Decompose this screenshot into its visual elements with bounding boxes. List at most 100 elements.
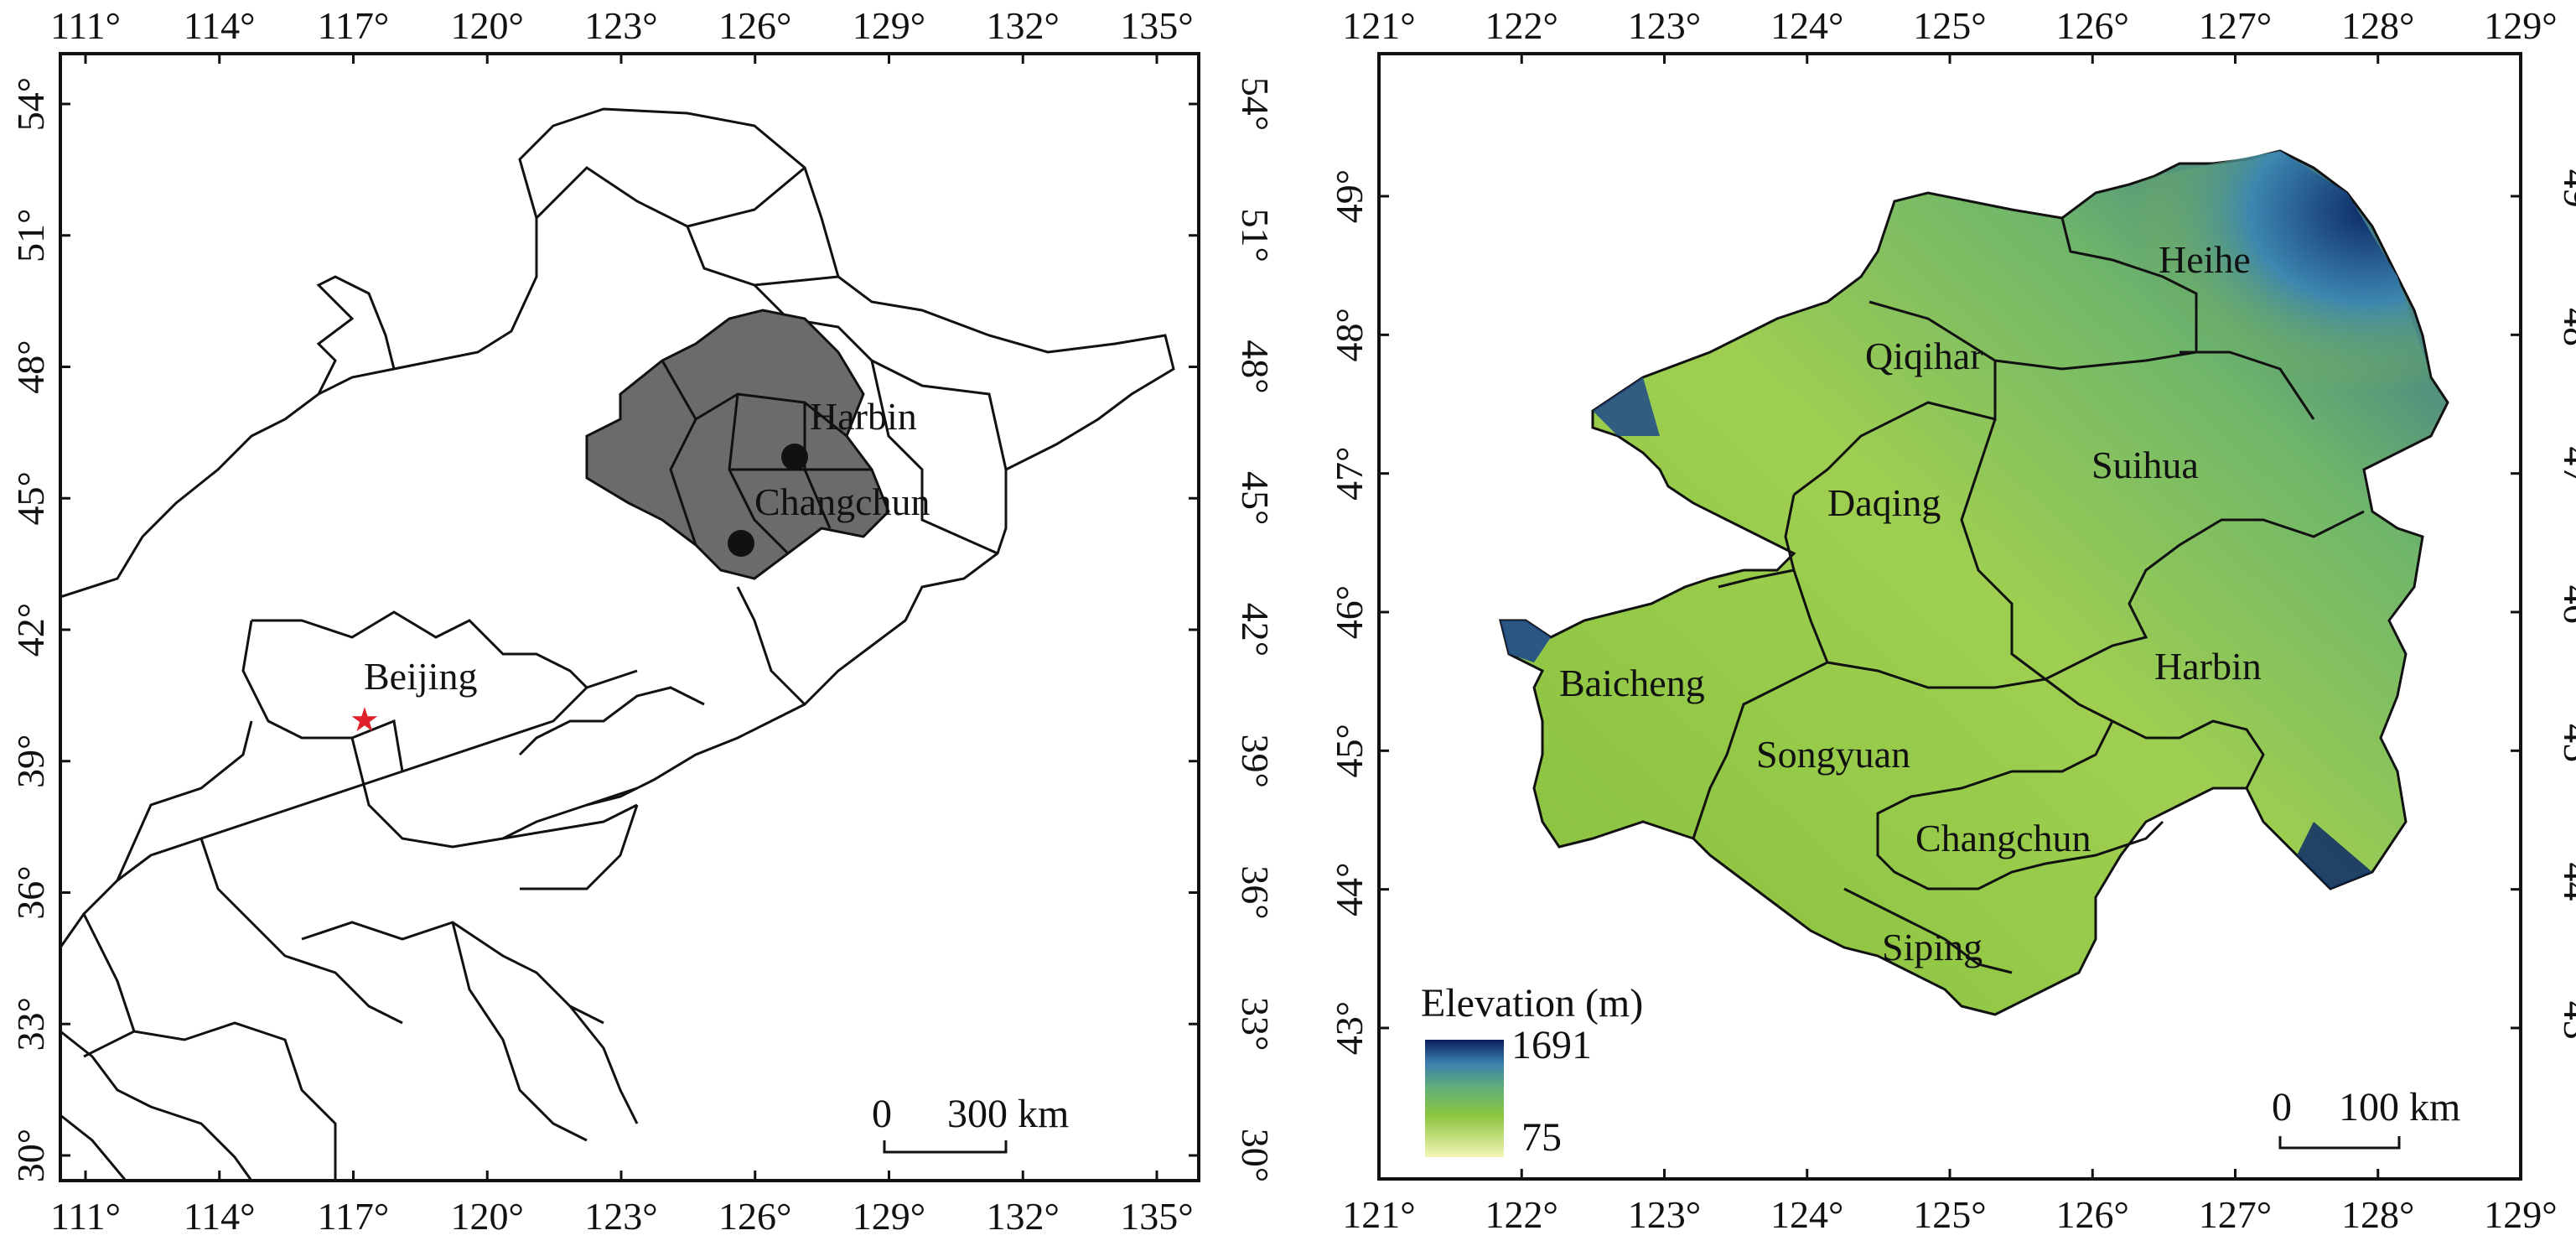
study-left-lat-tick: 44° <box>1328 862 1371 916</box>
overview-left-lat-tick: 30° <box>9 1129 52 1182</box>
overview-left-lat-tick: 39° <box>9 735 52 788</box>
overview-top-lon-tick: 123° <box>584 4 657 47</box>
study-right-lat-tick: 49° <box>2556 169 2576 223</box>
study-top-lon-tick: 126° <box>2056 4 2129 47</box>
overview-bottom-lon-tick: 132° <box>987 1195 1060 1238</box>
overview-bottom-lon-tick: 114° <box>184 1195 256 1238</box>
study-area <box>585 309 890 580</box>
overview-top-lon-tick: 117° <box>318 4 390 47</box>
study-right-lat-tick: 45° <box>2556 724 2576 777</box>
overview-right-lat-tick: 30° <box>1234 1129 1277 1182</box>
overview-top-lon-tick: 126° <box>718 4 791 47</box>
region-label-songyuan: Songyuan <box>1756 733 1910 776</box>
study-area-map: Heihe Qiqihar Suihua Daqing Baicheng Har… <box>1328 4 2576 1236</box>
overview-bottom-lon-tick: 135° <box>1120 1195 1193 1238</box>
study-top-lon-tick: 124° <box>1770 4 1843 47</box>
beijing-star-icon: ★ <box>350 701 380 739</box>
study-scale-start: 0 <box>2272 1085 2292 1129</box>
study-left-lat-tick: 48° <box>1328 308 1371 361</box>
city-label-changchun: Changchun <box>754 480 930 523</box>
study-left-lat-tick: 43° <box>1328 1001 1371 1055</box>
study-right-lat-tick: 43° <box>2556 1001 2576 1055</box>
overview-bottom-lon-tick: 120° <box>451 1195 524 1238</box>
study-bottom-lon-tick: 128° <box>2341 1193 2414 1236</box>
overview-top-lon-tick: 114° <box>184 4 256 47</box>
region-label-harbin: Harbin <box>2154 645 2262 688</box>
overview-left-lat-tick: 42° <box>9 603 52 657</box>
overview-bottom-lon-tick: 111° <box>50 1195 121 1238</box>
study-bottom-lon-tick: 127° <box>2199 1193 2272 1236</box>
region-label-baicheng: Baicheng <box>1559 662 1705 704</box>
region-boundaries <box>1692 217 2365 974</box>
study-top-lon-tick: 125° <box>1913 4 1986 47</box>
study-bottom-lon-tick: 126° <box>2056 1193 2129 1236</box>
study-top-lon-tick: 128° <box>2341 4 2414 47</box>
study-bottom-lon-tick: 124° <box>1770 1193 1843 1236</box>
study-left-lat-tick: 49° <box>1328 169 1371 223</box>
study-top-lon-tick: 121° <box>1342 4 1415 47</box>
overview-top-lon-tick: 135° <box>1120 4 1193 47</box>
overview-right-lat-tick: 45° <box>1234 471 1277 525</box>
legend-title: Elevation (m) <box>1421 981 1643 1025</box>
overview-bottom-lon-tick: 126° <box>718 1195 791 1238</box>
study-bottom-lon-tick: 123° <box>1628 1193 1701 1236</box>
overview-frame <box>59 52 1200 1182</box>
overview-axis-ticks: 111° 111° 114° 114° 117° 117° 120° 120° 123° 123°… <box>9 4 1277 1238</box>
overview-map: Harbin Changchun ★ Beijing 0 300 km 111°… <box>9 4 1277 1238</box>
study-right-lat-tick: 46° <box>2556 585 2576 639</box>
overview-left-lat-tick: 33° <box>9 997 52 1051</box>
region-label-qiqihar: Qiqihar <box>1865 335 1983 377</box>
overview-right-lat-tick: 39° <box>1234 735 1277 788</box>
legend-min: 75 <box>1521 1115 1562 1160</box>
study-scale-bar: 0 100 km <box>2272 1085 2460 1150</box>
study-bottom-lon-tick: 125° <box>1913 1193 1986 1236</box>
study-right-lat-tick: 47° <box>2556 446 2576 500</box>
region-label-daqing: Daqing <box>1827 481 1941 524</box>
overview-left-lat-tick: 48° <box>9 340 52 393</box>
study-bottom-lon-tick: 122° <box>1485 1193 1558 1236</box>
study-top-lon-tick: 123° <box>1628 4 1701 47</box>
overview-top-lon-tick: 132° <box>987 4 1060 47</box>
overview-top-lon-tick: 129° <box>853 4 925 47</box>
overview-left-lat-tick: 45° <box>9 471 52 525</box>
city-changchun: Changchun <box>728 480 930 557</box>
city-label-harbin: Harbin <box>810 395 917 438</box>
scale-end: 300 km <box>947 1092 1069 1136</box>
study-scale-end: 100 km <box>2339 1085 2460 1129</box>
study-bottom-lon-tick: 129° <box>2484 1193 2557 1236</box>
region-label-siping: Siping <box>1882 926 1983 968</box>
overview-bottom-lon-tick: 123° <box>584 1195 657 1238</box>
overview-right-lat-tick: 48° <box>1234 340 1277 393</box>
study-right-lat-tick: 44° <box>2556 862 2576 916</box>
study-bottom-lon-tick: 121° <box>1342 1193 1415 1236</box>
city-harbin: Harbin <box>781 395 917 470</box>
region-label-suihua: Suihua <box>2091 444 2199 486</box>
overview-right-lat-tick: 36° <box>1234 865 1277 919</box>
elevation-legend: Elevation (m) 1691 75 <box>1421 981 1643 1160</box>
study-top-lon-tick: 127° <box>2199 4 2272 47</box>
overview-top-lon-tick: 120° <box>451 4 524 47</box>
study-top-lon-tick: 129° <box>2484 4 2557 47</box>
overview-left-lat-tick: 54° <box>9 77 52 131</box>
study-left-lat-tick: 45° <box>1328 724 1371 777</box>
study-left-lat-tick: 46° <box>1328 585 1371 639</box>
overview-top-lon-tick: 111° <box>50 4 121 47</box>
overview-right-lat-tick: 42° <box>1234 603 1277 657</box>
legend-color-ramp <box>1425 1040 1504 1157</box>
harbin-marker <box>781 444 808 470</box>
changchun-marker <box>728 530 754 557</box>
province-boundaries <box>60 107 1175 1181</box>
study-right-lat-tick: 48° <box>2556 308 2576 361</box>
study-axis-ticks: 121° 121° 122° 122° 123° 123° 124° 124° 125° 125°… <box>1328 4 2576 1236</box>
region-label-heihe: Heihe <box>2159 238 2251 281</box>
elevation-raster <box>1499 149 2449 1016</box>
overview-bottom-lon-tick: 129° <box>853 1195 925 1238</box>
region-labels: Heihe Qiqihar Suihua Daqing Baicheng Har… <box>1559 238 2262 968</box>
legend-max: 1691 <box>1511 1023 1592 1067</box>
city-beijing: ★ Beijing <box>350 655 477 739</box>
scale-start: 0 <box>872 1092 892 1136</box>
study-left-lat-tick: 47° <box>1328 446 1371 500</box>
overview-left-lat-tick: 36° <box>9 865 52 919</box>
study-top-lon-tick: 122° <box>1485 4 1558 47</box>
region-label-changchun: Changchun <box>1915 817 2091 859</box>
